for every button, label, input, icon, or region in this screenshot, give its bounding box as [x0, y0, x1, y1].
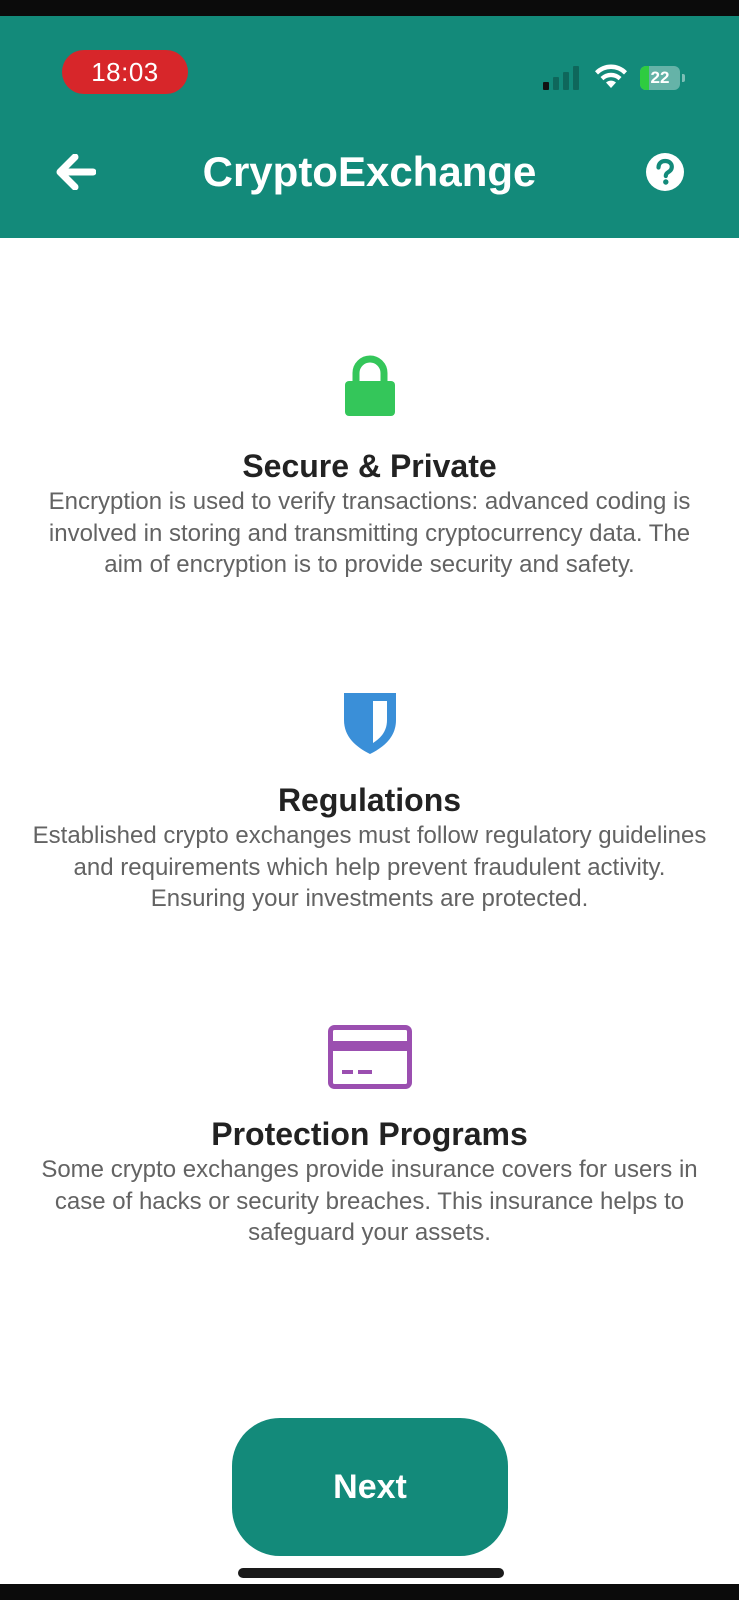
battery-body: 22	[640, 66, 680, 90]
page-title: CryptoExchange	[202, 148, 537, 195]
home-indicator[interactable]	[238, 1568, 504, 1578]
lock-icon	[344, 355, 395, 416]
back-button[interactable]	[50, 146, 102, 198]
feature-title-regulations: Regulations	[277, 782, 462, 818]
signal-bar	[543, 82, 549, 90]
feature-desc-secure: Encryption is used to verify transaction…	[48, 488, 691, 578]
signal-bar	[573, 66, 579, 90]
help-button[interactable]	[642, 149, 688, 195]
feature-desc-regulations: Established crypto exchanges must follow…	[32, 822, 707, 912]
battery-level: 22	[650, 68, 670, 87]
main-content	[0, 238, 739, 1584]
battery-nub	[682, 74, 685, 82]
question-circle-icon	[646, 153, 684, 191]
battery-fill	[640, 66, 649, 90]
cellular-signal-icon	[543, 66, 583, 90]
credit-card-icon	[327, 1025, 412, 1089]
signal-bar	[553, 77, 559, 90]
wifi-icon	[595, 64, 627, 88]
feature-card	[0, 1025, 739, 1089]
top-bezel	[0, 0, 739, 16]
feature-title-secure: Secure & Private	[242, 448, 497, 484]
battery-icon: 22	[640, 66, 686, 90]
bottom-bezel	[0, 1584, 739, 1600]
feature-lock	[0, 355, 739, 417]
feature-title-protection: Protection Programs	[211, 1116, 528, 1152]
shield-icon	[343, 693, 396, 754]
arrow-left-icon	[56, 154, 96, 190]
signal-bar	[563, 72, 569, 90]
feature-desc-protection: Some crypto exchanges provide insurance …	[41, 1156, 698, 1246]
next-button[interactable]: Next	[232, 1418, 508, 1556]
status-time: 18:03	[62, 50, 188, 94]
feature-shield	[0, 690, 739, 756]
app-header: 18:03 22 CryptoExchange	[0, 16, 739, 238]
